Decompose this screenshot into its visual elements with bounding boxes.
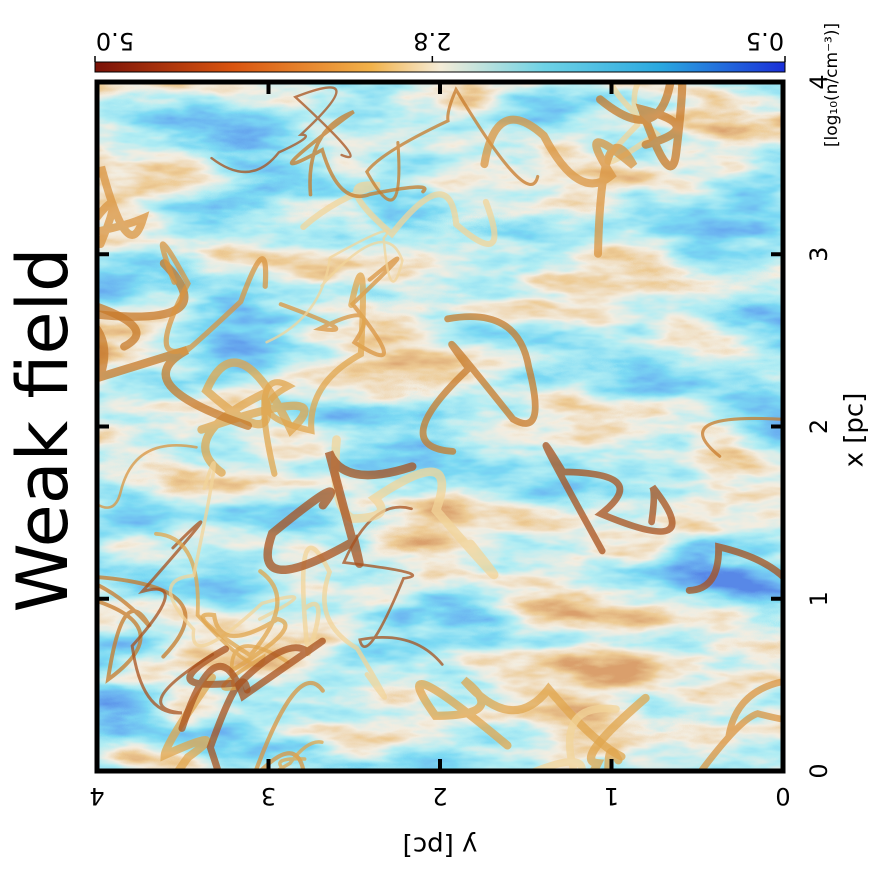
colorbar-tick-label: 2.8 — [413, 27, 451, 55]
x-tick-label: 0 — [805, 763, 833, 778]
y-axis-label: y [pc] — [403, 831, 478, 861]
filaments — [97, 82, 783, 771]
filament — [289, 110, 427, 199]
filament — [168, 461, 297, 648]
y-tick-label: 0 — [775, 782, 790, 810]
filament — [210, 86, 352, 174]
filament — [97, 259, 252, 430]
filament — [263, 450, 417, 575]
filament — [200, 569, 288, 674]
x-tick-label: 1 — [805, 591, 833, 606]
filament — [97, 443, 198, 509]
filament — [300, 545, 388, 700]
filament — [604, 82, 684, 165]
filament — [273, 740, 324, 771]
x-tick-label: 4 — [805, 74, 833, 89]
filament — [526, 704, 620, 771]
y-tick-label: 3 — [261, 782, 276, 810]
filament — [415, 676, 626, 761]
filament — [97, 165, 150, 249]
filament — [480, 115, 638, 258]
chart-title: Weak field — [2, 248, 84, 613]
filament — [419, 313, 539, 455]
filament — [97, 302, 141, 351]
y-tick-label: 1 — [604, 782, 619, 810]
colorbar-tick-label: 5.0 — [96, 27, 134, 55]
filament — [685, 542, 783, 594]
filament — [697, 678, 783, 771]
filament — [261, 272, 366, 477]
filament — [253, 680, 325, 771]
y-tick-label: 4 — [89, 782, 104, 810]
x-tick-label: 3 — [805, 247, 833, 262]
filament — [160, 673, 216, 771]
filament — [265, 229, 404, 344]
filament — [300, 181, 498, 247]
filament — [341, 505, 444, 666]
filament — [364, 86, 540, 202]
colorbar-tick-label: 0.5 — [746, 27, 784, 55]
x-tick-label: 2 — [805, 419, 833, 434]
filament — [159, 241, 269, 356]
x-axis-label: x [pc] — [840, 393, 870, 468]
colorbar-label: [log₁₀(n/cm⁻³)] — [822, 23, 842, 147]
filament — [586, 693, 650, 771]
filament — [178, 637, 326, 732]
filament — [596, 82, 687, 171]
y-tick-label: 2 — [432, 782, 447, 810]
filament — [130, 520, 215, 715]
filament — [701, 416, 783, 458]
filament — [542, 442, 676, 555]
colorbar — [94, 61, 786, 73]
